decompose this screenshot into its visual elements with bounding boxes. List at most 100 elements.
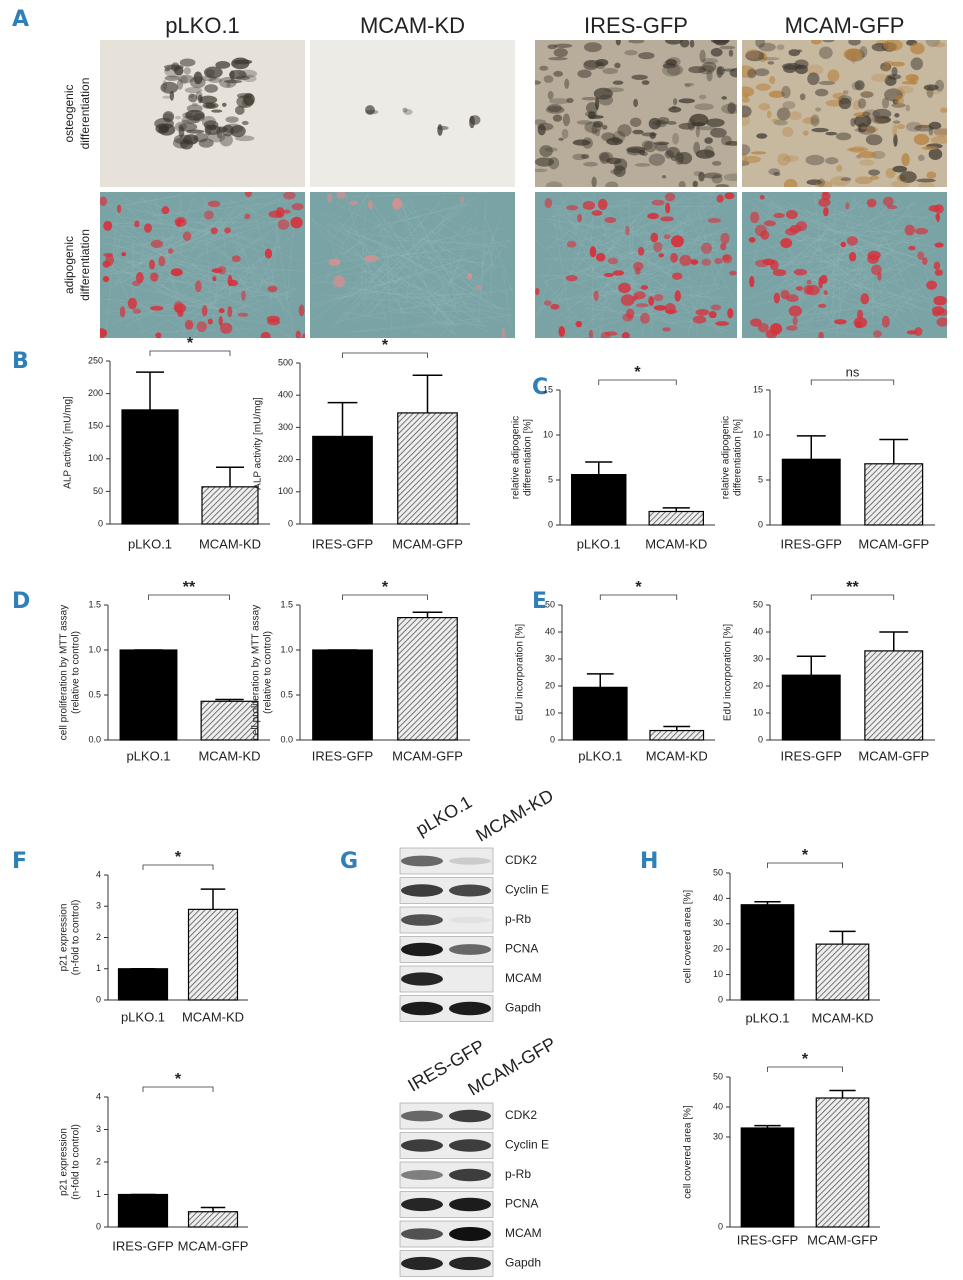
- stain: [843, 48, 863, 61]
- cell: [180, 227, 220, 282]
- cell: [274, 219, 294, 335]
- cell: [553, 214, 571, 324]
- lipid: [933, 295, 947, 306]
- stain: [191, 102, 198, 107]
- cell: [111, 301, 288, 327]
- significance-bracket: [810, 379, 895, 385]
- y-tick-label: 40: [545, 626, 555, 636]
- cell: [114, 280, 235, 315]
- lipid: [368, 200, 373, 210]
- stain: [628, 40, 645, 44]
- cell: [772, 211, 843, 297]
- bar: [649, 729, 705, 741]
- cell: [635, 225, 733, 265]
- lipid: [604, 217, 617, 223]
- cell: [772, 202, 917, 259]
- lipid: [715, 321, 730, 326]
- y-tick-label: 400: [278, 390, 293, 400]
- error-bar: [215, 698, 244, 702]
- lipid: [904, 224, 916, 236]
- lipid: [788, 305, 802, 317]
- cell: [127, 208, 218, 285]
- cell: [536, 240, 574, 276]
- y-tick-label: 50: [545, 599, 555, 609]
- cell: [196, 268, 206, 279]
- significance-label: *: [382, 337, 389, 354]
- stain: [722, 68, 736, 72]
- cell: [765, 272, 808, 306]
- cell: [440, 238, 510, 337]
- cell: [742, 195, 913, 331]
- lipid: [392, 197, 403, 210]
- cell: [851, 232, 908, 295]
- y-tick-label: 1.0: [280, 644, 293, 654]
- cell: [686, 292, 726, 321]
- cell: [212, 251, 222, 321]
- cell: [117, 205, 234, 231]
- cell: [480, 201, 486, 294]
- cell: [751, 226, 904, 256]
- stain: [197, 94, 203, 104]
- stain: [178, 122, 198, 132]
- cell: [147, 214, 295, 315]
- cell: [101, 223, 228, 288]
- y-axis-label: p21 expression: [59, 904, 70, 972]
- cell: [699, 272, 713, 276]
- stain: [535, 168, 548, 173]
- stain: [862, 90, 869, 96]
- lipid: [220, 322, 233, 334]
- x-tick-label: pLKO.1: [121, 1009, 165, 1024]
- lipid: [786, 294, 799, 302]
- cell: [777, 210, 940, 268]
- cell: [338, 228, 445, 264]
- stain: [781, 85, 791, 99]
- y-tick-label: 0.0: [88, 734, 101, 744]
- stain: [179, 58, 196, 67]
- lipid: [558, 326, 566, 337]
- y-tick-label: 50: [753, 599, 763, 609]
- cell: [341, 311, 388, 320]
- cell: [441, 290, 465, 329]
- y-tick-label: 0: [96, 994, 101, 1004]
- stain: [817, 178, 826, 187]
- lipid: [716, 194, 724, 203]
- cell: [540, 233, 676, 271]
- stain: [857, 125, 876, 135]
- cell: [311, 216, 325, 238]
- cell: [587, 196, 634, 225]
- cell: [339, 265, 386, 320]
- stain: [852, 100, 862, 111]
- lipid: [132, 308, 142, 314]
- stain: [543, 75, 554, 83]
- stain: [553, 48, 568, 58]
- cell: [216, 286, 290, 297]
- y-axis-label: cell proliferation by MTT assay: [59, 605, 70, 740]
- cell: [596, 197, 730, 274]
- lipid: [926, 280, 938, 290]
- stain: [799, 93, 806, 101]
- cell: [582, 261, 627, 314]
- y-tick-label: 50: [713, 867, 723, 877]
- lipid: [822, 192, 828, 197]
- cell: [804, 209, 867, 257]
- lipid: [267, 285, 278, 293]
- stain: [591, 176, 597, 187]
- lipid: [695, 309, 710, 316]
- lipid: [605, 331, 618, 336]
- lipid: [914, 227, 929, 235]
- y-tick-label: 40: [753, 626, 763, 636]
- stain: [581, 153, 590, 160]
- stain: [215, 61, 231, 69]
- cell: [322, 294, 456, 307]
- stain: [162, 80, 167, 92]
- cell: [118, 251, 175, 295]
- stain: [561, 128, 569, 139]
- stain: [855, 176, 873, 185]
- stain: [633, 98, 639, 108]
- stain: [802, 130, 809, 136]
- lipid: [591, 210, 603, 216]
- y-axis-label: cell covered area [%]: [683, 890, 694, 984]
- bar: [815, 1097, 870, 1228]
- stain: [558, 137, 564, 141]
- stain: [693, 170, 703, 177]
